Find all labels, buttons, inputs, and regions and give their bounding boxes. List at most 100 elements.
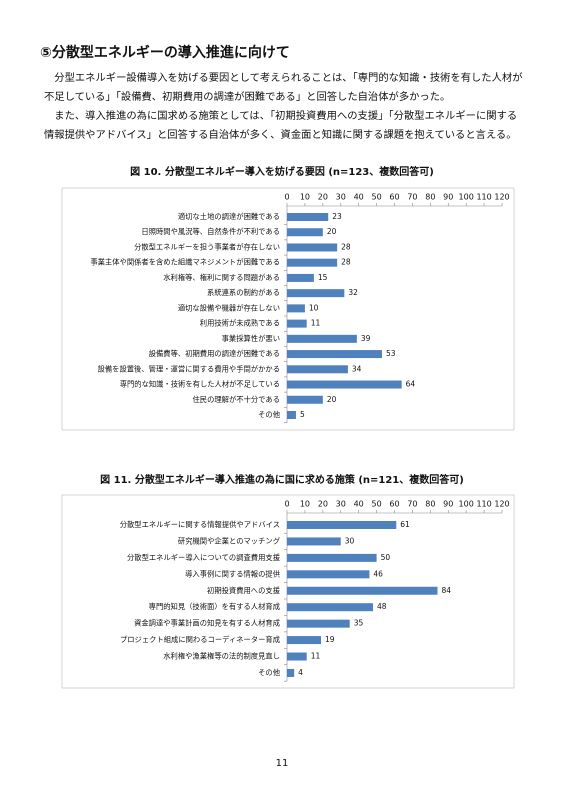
value-label: 50 — [381, 553, 391, 562]
x-tick-label: 50 — [371, 500, 381, 509]
value-label: 20 — [327, 227, 337, 236]
category-label: 専門的知見（技術面）を有する人材育成 — [149, 602, 280, 611]
paragraph: また、導入推進の為に国求める施策としては、「初期投資費用への支援」「分散型エネル… — [44, 110, 518, 141]
category-label: プロジェクト組成に関わるコーディネーター育成 — [120, 635, 280, 644]
x-tick-label: 30 — [336, 500, 346, 509]
bar — [287, 380, 402, 389]
x-tick-label: 20 — [318, 193, 328, 202]
bar — [287, 636, 322, 645]
value-label: 48 — [377, 602, 387, 611]
chart-title: 図 11. 分散型エネルギー導入推進の為に国に求める施策 (n=121、複数回答… — [100, 473, 464, 486]
plot-frame — [61, 494, 515, 689]
bar — [287, 289, 345, 298]
x-tick-label: 10 — [300, 500, 310, 509]
category-label: 日照時間や風況等、自然条件が不利である — [141, 227, 280, 236]
category-label: 水利権や漁業権等の法的制度見直し — [163, 652, 280, 661]
bar — [287, 586, 438, 595]
bar — [287, 395, 323, 404]
bar — [287, 273, 314, 282]
category-label: 分散型エネルギー導入についての調査費用支援 — [127, 553, 281, 562]
x-tick-label: 30 — [336, 193, 346, 202]
bar — [287, 228, 323, 237]
bar — [287, 652, 307, 661]
heading: ⑤分散型エネルギーの導入推進に向けて — [40, 45, 290, 61]
bar — [287, 668, 295, 677]
x-tick-label: 0 — [284, 500, 289, 509]
value-label: 46 — [373, 569, 383, 578]
value-label: 64 — [406, 380, 416, 389]
bar — [287, 334, 357, 343]
x-tick-label: 40 — [354, 500, 364, 509]
value-label: 61 — [400, 520, 410, 529]
category-label: 事業主体や関係者を含めた組織マネジメントが困難である — [90, 258, 280, 267]
x-tick-label: 80 — [425, 193, 435, 202]
category-label: 事業採算性が悪い — [222, 334, 280, 343]
value-label: 5 — [300, 410, 305, 419]
value-label: 4 — [298, 668, 303, 677]
category-label: 研究機関や企業とのマッチング — [178, 536, 280, 545]
chart-title: 図 10. 分散型エネルギー導入を妨げる要因 (n=123、複数回答可) — [130, 165, 434, 178]
value-label: 11 — [311, 319, 321, 328]
value-label: 39 — [361, 334, 371, 343]
x-tick-label: 50 — [371, 193, 381, 202]
value-label: 34 — [352, 364, 362, 373]
value-label: 28 — [341, 242, 351, 251]
bar — [287, 603, 373, 612]
bar — [287, 243, 338, 252]
value-label: 10 — [309, 303, 319, 312]
x-tick-label: 90 — [443, 193, 453, 202]
x-tick-label: 80 — [425, 500, 435, 509]
x-tick-label: 120 — [494, 193, 509, 202]
x-tick-label: 10 — [300, 193, 310, 202]
category-label: 導入事例に関する情報の提供 — [185, 569, 280, 578]
bar — [287, 304, 305, 313]
x-tick-label: 100 — [459, 193, 474, 202]
x-tick-label: 90 — [443, 500, 453, 509]
plot-frame — [61, 187, 515, 431]
category-label: 系統連系の制約がある — [207, 288, 280, 297]
value-label: 23 — [332, 212, 342, 221]
bar — [287, 258, 338, 267]
x-tick-label: 60 — [389, 193, 399, 202]
value-label: 15 — [318, 273, 328, 282]
x-tick-label: 100 — [459, 500, 474, 509]
value-label: 32 — [348, 288, 358, 297]
category-label: 利用技術が未成熟である — [200, 319, 280, 328]
category-label: 設備を設置後、管理・運営に関する費用や手間がかかる — [98, 364, 280, 373]
category-label: 設備費等、初期費用の調達が困難である — [149, 349, 280, 358]
value-label: 84 — [442, 586, 452, 595]
paragraph: 分型エネルギー設備導入を妨げる要因として考えられることは、「専門的な知識・技術を… — [44, 72, 523, 103]
bar — [287, 537, 341, 546]
x-tick-label: 110 — [476, 193, 491, 202]
bar — [287, 213, 329, 221]
category-label: 水利権等、権利に関する問題がある — [163, 273, 280, 282]
category-label: 初期投資費用への支援 — [207, 586, 281, 595]
category-label: 分散型エネルギーを担う事業者が存在しない — [134, 242, 280, 251]
bar — [287, 350, 382, 359]
x-tick-label: 60 — [389, 500, 399, 509]
value-label: 53 — [386, 349, 396, 358]
category-label: 住民の理解が不十分である — [193, 395, 281, 404]
x-tick-label: 40 — [354, 193, 364, 202]
bar — [287, 410, 296, 419]
x-tick-label: 70 — [407, 500, 417, 509]
x-tick-label: 0 — [284, 193, 289, 202]
bar — [287, 521, 397, 529]
value-label: 19 — [325, 635, 335, 644]
page-number: 11 — [275, 758, 289, 769]
category-label: 専門的な知識・技術を有した人材が不足している — [120, 380, 280, 389]
category-label: その他 — [258, 410, 281, 419]
category-label: 適切な土地の調達が困難である — [178, 212, 280, 221]
x-tick-label: 70 — [407, 193, 417, 202]
value-label: 28 — [341, 258, 351, 267]
category-label: 適切な設備や機器が存在しない — [178, 303, 280, 312]
category-label: 分散型エネルギーに関する情報提供やアドバイス — [120, 520, 280, 529]
bar — [287, 570, 370, 579]
value-label: 11 — [311, 652, 321, 661]
bar — [287, 365, 348, 374]
bar — [287, 553, 377, 562]
category-label: 資金調達や事業計画の知見を有する人材育成 — [134, 619, 280, 628]
x-tick-label: 20 — [318, 500, 328, 509]
